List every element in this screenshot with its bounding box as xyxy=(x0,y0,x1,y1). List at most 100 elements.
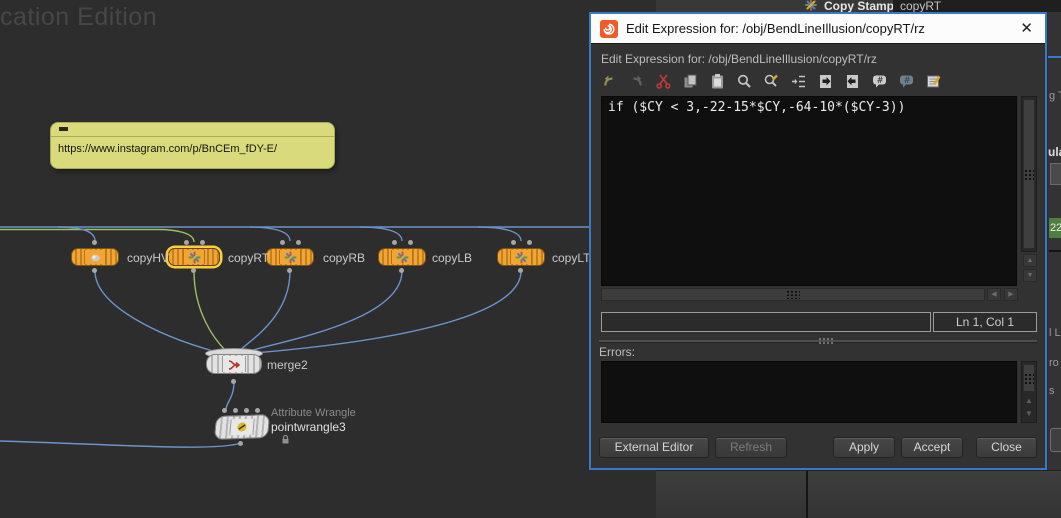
paste-icon[interactable] xyxy=(708,72,727,91)
clipped-text: s xyxy=(1049,385,1055,397)
clipped-text: g T xyxy=(1049,90,1061,102)
input-connector[interactable] xyxy=(280,240,285,245)
node-pointwrangle3[interactable] xyxy=(213,414,271,440)
copy-icon[interactable] xyxy=(681,72,700,91)
node-merge2[interactable] xyxy=(206,354,262,374)
external-editor-button[interactable]: External Editor xyxy=(599,437,709,458)
scroll-left-icon[interactable]: ◀ xyxy=(987,288,1001,301)
scrollbar-grip xyxy=(786,290,800,299)
node-copyHV[interactable] xyxy=(71,248,119,266)
expression-field-fragment: 22 xyxy=(1049,218,1061,238)
copy-stamp-icon xyxy=(805,0,817,11)
sticky-note[interactable]: https://www.instagram.com/p/BnCEm_fDY-E/ xyxy=(50,122,335,169)
cut-icon[interactable] xyxy=(654,72,673,91)
node-copyRB[interactable] xyxy=(266,248,314,266)
errors-vertical-scrollbar[interactable]: ▲ ▼ xyxy=(1021,361,1037,423)
scroll-up-icon[interactable]: ▲ xyxy=(1023,254,1037,267)
input-connector[interactable] xyxy=(511,240,516,245)
parameter-pane-header: Copy Stamp copyRT xyxy=(656,0,1061,12)
scrollbar-grip xyxy=(1024,372,1034,384)
input-connector[interactable] xyxy=(244,408,249,413)
output-connector[interactable] xyxy=(92,268,97,273)
scrollbar-thumb[interactable] xyxy=(1023,99,1035,249)
dialog-titlebar[interactable]: Edit Expression for: /obj/BendLineIllusi… xyxy=(591,14,1045,44)
svg-text:#: # xyxy=(877,76,884,86)
node-label: merge2 xyxy=(267,358,308,372)
edit-expression-dialog: Edit Expression for: /obj/BendLineIllusi… xyxy=(589,12,1047,470)
copy-stamp-node-icon xyxy=(183,250,205,264)
close-icon[interactable]: ✕ xyxy=(1020,20,1033,37)
uncomment-icon[interactable]: # xyxy=(897,72,916,91)
input-connector[interactable] xyxy=(527,240,532,245)
node-type-title: Copy Stamp xyxy=(824,0,895,12)
input-connector[interactable] xyxy=(233,408,238,413)
shift-right-icon[interactable] xyxy=(816,72,835,91)
expression-horizontal-scrollbar[interactable] xyxy=(601,288,985,301)
node-label: copyLB xyxy=(432,251,473,265)
errors-output xyxy=(601,361,1017,423)
cursor-position-status: Ln 1, Col 1 xyxy=(933,312,1037,332)
output-connector[interactable] xyxy=(191,268,196,273)
find-icon[interactable] xyxy=(735,72,754,91)
minimize-icon[interactable] xyxy=(59,127,68,131)
node-name-field[interactable]: copyRT xyxy=(893,0,1061,12)
input-connector[interactable] xyxy=(255,408,260,413)
scrollbar-grip xyxy=(1024,168,1034,180)
scroll-right-icon[interactable]: ▶ xyxy=(1004,288,1018,301)
dialog-header-label: Edit Expression for: /obj/BendLineIllusi… xyxy=(601,52,877,66)
edition-watermark: cation Edition xyxy=(0,3,158,31)
sticky-note-header[interactable] xyxy=(51,123,334,137)
dialog-body: Edit Expression for: /obj/BendLineIllusi… xyxy=(591,44,1045,468)
undo-icon[interactable] xyxy=(600,72,619,91)
expression-input[interactable]: if ($CY < 3,-22-15*$CY,-64-10*($CY-3)) xyxy=(601,96,1017,286)
editor-toolbar: # # xyxy=(600,72,943,91)
scroll-down-icon[interactable]: ▼ xyxy=(1025,409,1033,418)
find-replace-icon[interactable] xyxy=(762,72,781,91)
input-connector[interactable] xyxy=(222,408,227,413)
input-connector[interactable] xyxy=(296,240,301,245)
houdini-logo-icon xyxy=(600,19,618,38)
wrangle-node-icon xyxy=(229,418,255,436)
clipped-text: ula xyxy=(1048,145,1061,159)
node-copyRT[interactable] xyxy=(168,248,220,266)
accept-button[interactable]: Accept xyxy=(901,437,963,458)
input-connector[interactable] xyxy=(408,240,413,245)
node-copyLB[interactable] xyxy=(378,248,426,266)
input-connector[interactable] xyxy=(392,240,397,245)
pane-divider[interactable] xyxy=(806,471,808,518)
splitter-grip xyxy=(818,337,834,344)
node-label: copyRT xyxy=(228,251,270,265)
apply-button[interactable]: Apply xyxy=(833,437,895,458)
scrollbar-thumb[interactable] xyxy=(1023,364,1035,392)
dialog-title: Edit Expression for: /obj/BendLineIllusi… xyxy=(626,21,925,36)
clipped-text: l L xyxy=(1049,327,1061,339)
scroll-down-icon[interactable]: ▼ xyxy=(1023,269,1037,282)
pane-highlight-line xyxy=(1048,56,1061,58)
output-connector[interactable] xyxy=(399,268,404,273)
external-edit-icon[interactable] xyxy=(924,72,943,91)
status-message-box xyxy=(601,312,931,332)
auto-indent-icon[interactable] xyxy=(789,72,808,91)
lower-pane xyxy=(656,470,1061,518)
copy-stamp-node-icon xyxy=(510,250,532,264)
input-connector[interactable] xyxy=(184,240,189,245)
output-connector[interactable] xyxy=(518,268,523,273)
pane-splitter[interactable] xyxy=(599,337,1037,344)
close-button[interactable]: Close xyxy=(976,437,1037,458)
comment-icon[interactable]: # xyxy=(870,72,889,91)
output-connector[interactable] xyxy=(287,268,292,273)
parameter-pane-sliver: g T ula 22 l L ro s xyxy=(1048,12,1061,470)
input-connector[interactable] xyxy=(92,240,97,245)
node-label: copyRB xyxy=(323,251,366,265)
scroll-up-icon[interactable]: ▲ xyxy=(1025,396,1033,405)
node-copyLT[interactable] xyxy=(497,248,545,266)
output-connector[interactable] xyxy=(238,441,243,446)
input-connector[interactable] xyxy=(200,240,205,245)
output-connector[interactable] xyxy=(231,379,236,384)
node-label: copyHV xyxy=(127,251,170,265)
shift-left-icon[interactable] xyxy=(843,72,862,91)
redo-icon[interactable] xyxy=(627,72,646,91)
expression-vertical-scrollbar[interactable] xyxy=(1021,96,1037,252)
